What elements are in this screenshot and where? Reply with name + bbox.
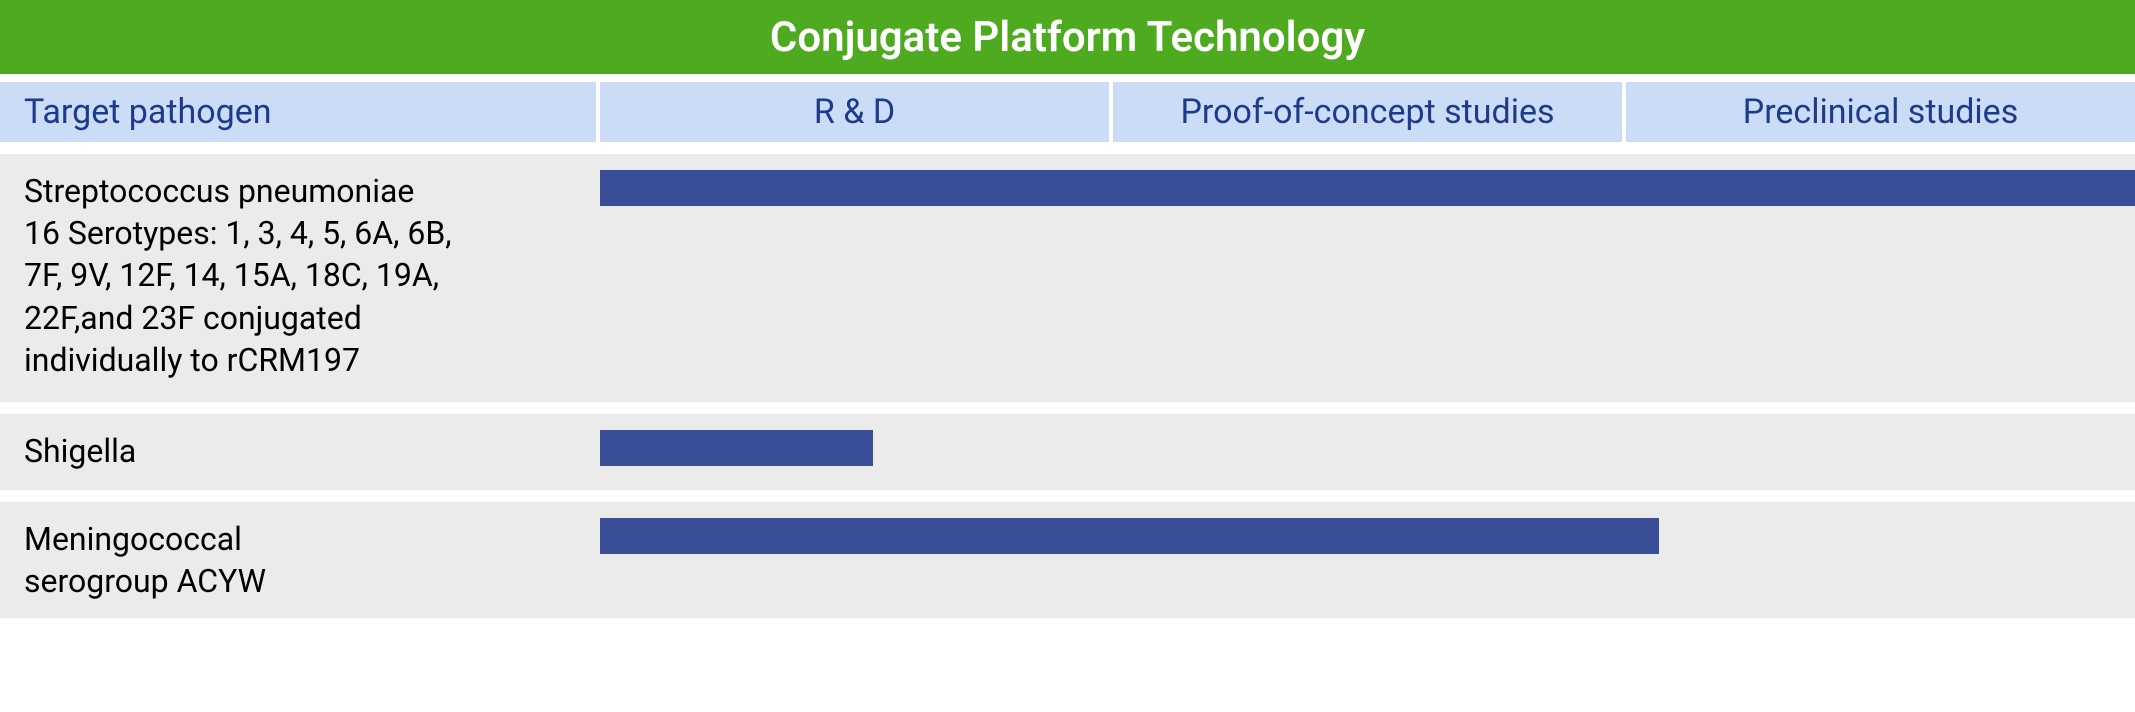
row-bar-area — [600, 414, 2135, 490]
row-label: Shigella — [0, 414, 600, 490]
progress-bar — [600, 170, 2135, 206]
row-bar-area — [600, 154, 2135, 402]
header-stage: Proof-of-concept studies — [1113, 82, 1622, 142]
header-row: Target pathogenR & DProof-of-concept stu… — [0, 82, 2135, 142]
pipeline-row: Meningococcalserogroup ACYW — [0, 502, 2135, 618]
row-label: Streptococcus pneumoniae16 Serotypes: 1,… — [0, 154, 600, 402]
chart-title: Conjugate Platform Technology — [0, 0, 2135, 74]
header-stage: Preclinical studies — [1626, 82, 2135, 142]
header-stage: R & D — [600, 82, 1109, 142]
progress-bar — [600, 430, 873, 466]
row-bar-area — [600, 502, 2135, 618]
pipeline-row: Shigella — [0, 414, 2135, 490]
progress-bar — [600, 518, 1659, 554]
header-pathogen: Target pathogen — [0, 82, 596, 142]
row-label: Meningococcalserogroup ACYW — [0, 502, 600, 618]
pipeline-row: Streptococcus pneumoniae16 Serotypes: 1,… — [0, 154, 2135, 402]
